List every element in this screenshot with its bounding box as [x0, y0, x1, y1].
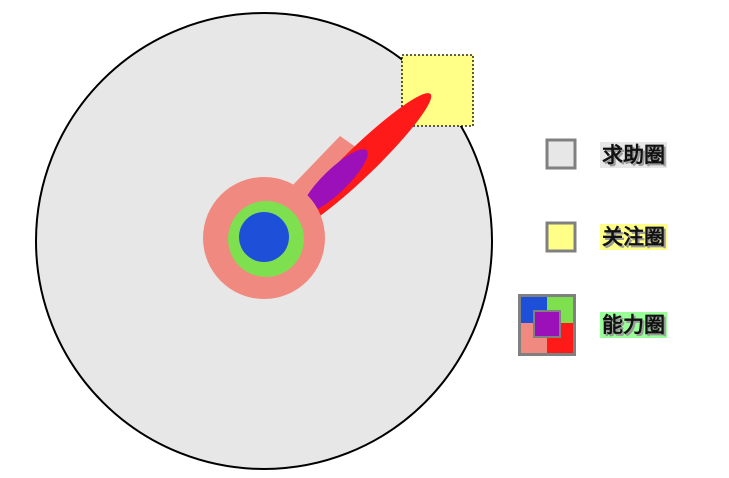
legend-label-concern: 关注圈 [600, 224, 667, 250]
purple-arm [302, 149, 368, 213]
legend-label-help: 求助圈 [600, 142, 667, 168]
legend-swatch-concern [545, 221, 577, 253]
legend-swatch-help [545, 138, 577, 170]
legend-label-ability: 能力圈 [600, 312, 667, 338]
legend-swatch-ability [518, 294, 576, 356]
blue-core [239, 212, 289, 262]
